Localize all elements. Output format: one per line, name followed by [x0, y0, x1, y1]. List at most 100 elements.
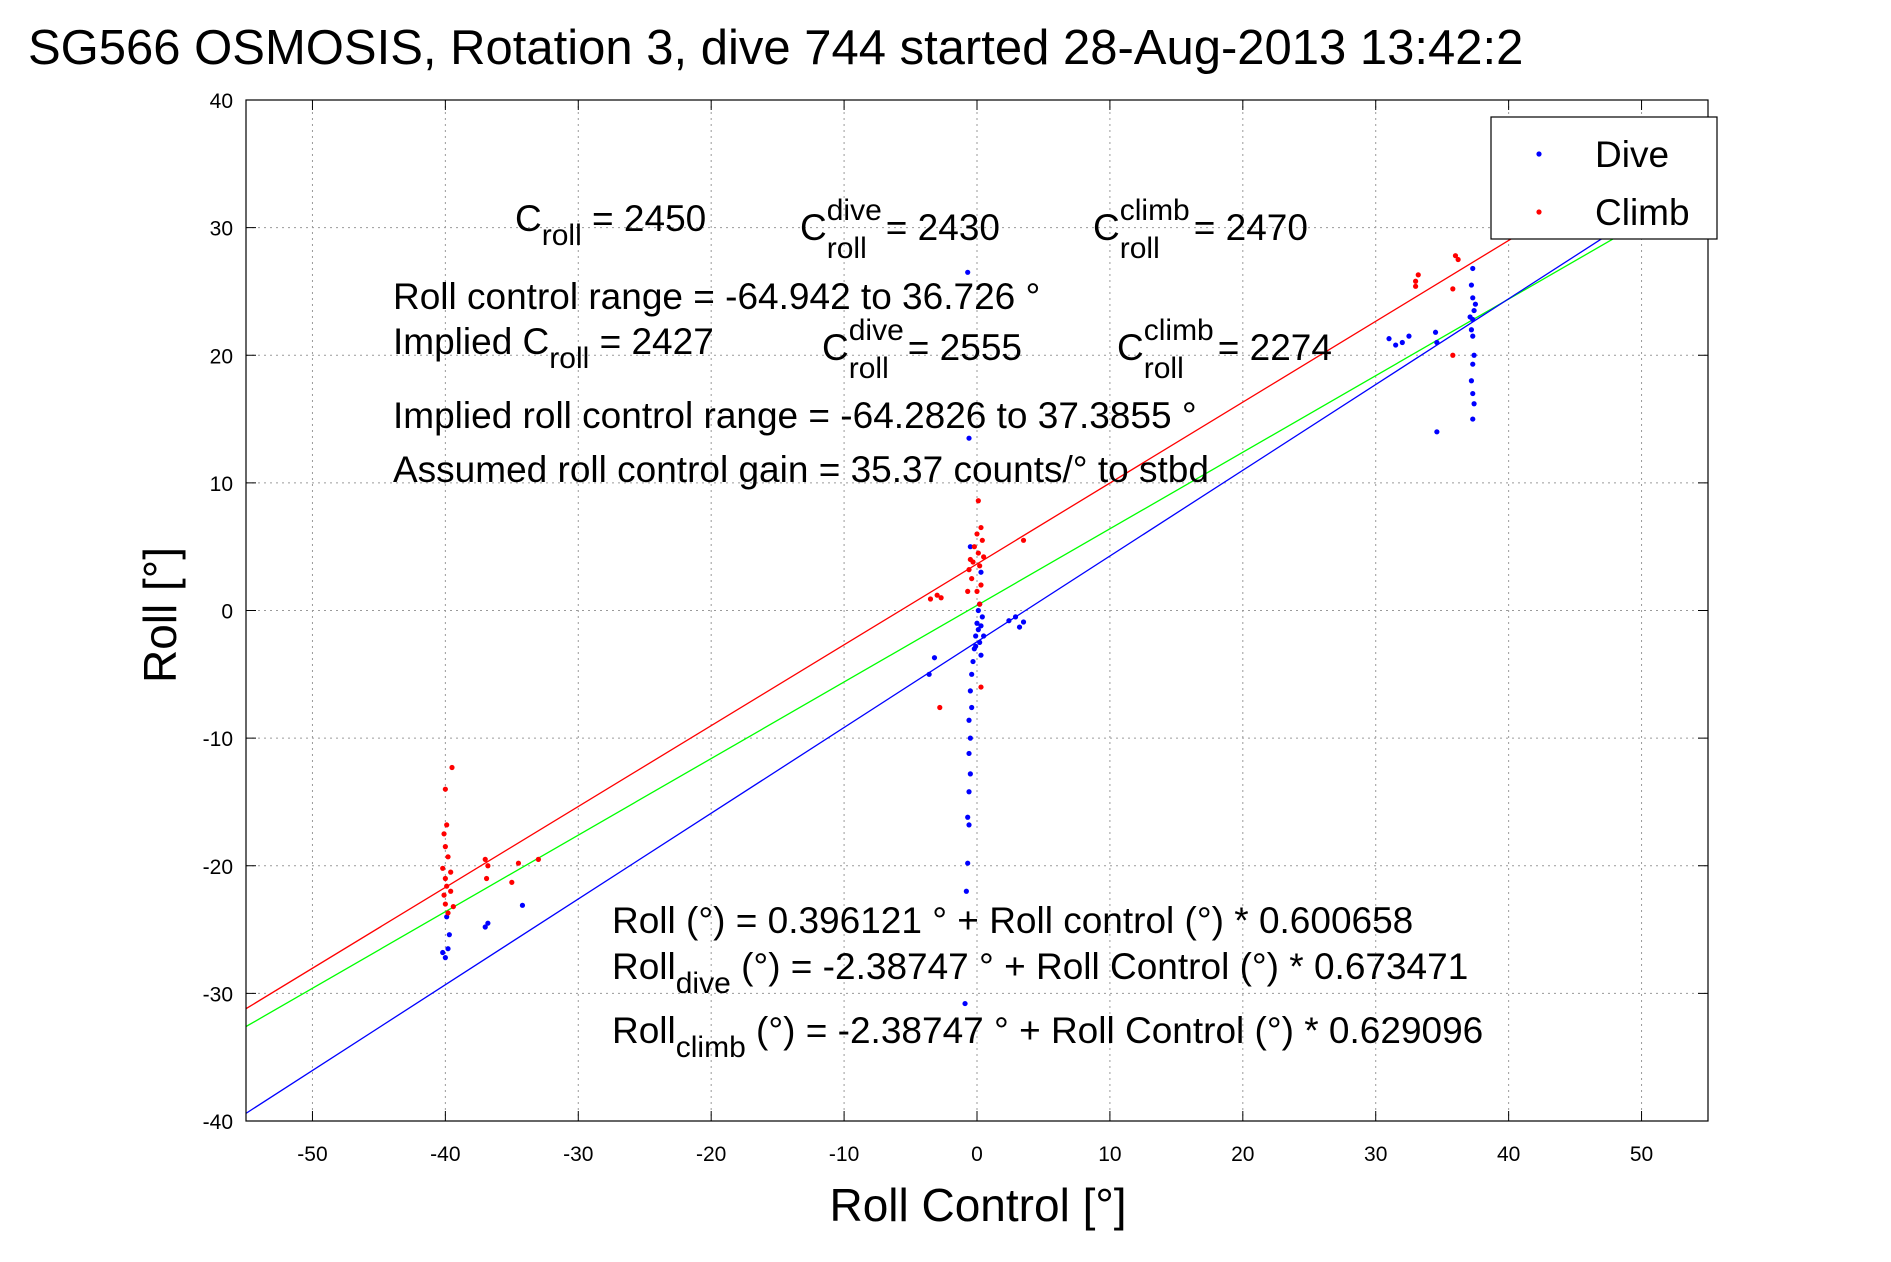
fit-line-2: [246, 169, 1708, 1114]
climb-point: [974, 588, 980, 594]
climb-point: [444, 883, 450, 889]
y-tick-label: 40: [210, 90, 233, 113]
climb-point: [979, 537, 985, 543]
x-tick-label: 0: [971, 1143, 983, 1166]
climb-point: [927, 596, 934, 602]
climb-point: [938, 595, 944, 601]
fit-equation-overall: Roll (°) = 0.396121 ° + Roll control (°)…: [612, 900, 1414, 941]
dive-point: [1020, 619, 1027, 625]
climb-point: [442, 901, 448, 907]
dive-point: [1471, 307, 1477, 314]
x-tick-label: -30: [563, 1143, 593, 1166]
climb-point: [1415, 272, 1421, 278]
dive-point: [981, 633, 987, 639]
dive-point: [975, 607, 981, 614]
x-tick-label: 30: [1364, 1143, 1387, 1166]
climb-point: [482, 856, 488, 862]
dive-point: [969, 704, 975, 711]
implied-range-annotation: Implied roll control range = -64.2826 to…: [393, 395, 1197, 436]
climb-point: [981, 554, 987, 560]
climb-point: [485, 863, 491, 869]
fit-equation-climb: Rollclimb (°) = -2.38747 ° + Roll Contro…: [612, 1010, 1484, 1064]
dive-point: [1470, 416, 1476, 422]
x-tick-label: -10: [829, 1143, 859, 1166]
fit-lines: [246, 118, 1708, 1114]
dive-point: [1386, 336, 1392, 342]
x-tick-label: 40: [1497, 1143, 1520, 1166]
dive-point: [440, 949, 446, 956]
dive-point: [1470, 265, 1476, 272]
gain-annotation: Assumed roll control gain = 35.37 counts…: [393, 449, 1209, 490]
dive-point: [966, 717, 972, 723]
dive-point: [978, 623, 984, 629]
climb-point: [444, 822, 450, 828]
x-tick-label: -40: [430, 1143, 460, 1166]
dive-point: [482, 924, 488, 930]
climb-point: [966, 567, 972, 573]
climb-point: [937, 704, 943, 711]
climb-point: [969, 575, 975, 582]
dive-point: [1012, 614, 1019, 620]
dive-point: [969, 671, 975, 677]
dive-point: [977, 639, 983, 646]
dive-point: [970, 658, 976, 665]
x-tick-label: 20: [1231, 1143, 1254, 1166]
data-points: [440, 253, 1479, 1007]
fit-equation-dive: Rolldive (°) = -2.38747 ° + Roll Control…: [612, 946, 1469, 1000]
axes-frame: [245, 99, 1709, 1122]
climb-point: [483, 875, 490, 882]
y-axis-label: Roll [°]: [134, 547, 186, 683]
dive-point: [1434, 429, 1440, 435]
climb-point: [509, 879, 515, 885]
climb-point: [971, 544, 977, 550]
climb-point: [448, 888, 454, 894]
dive-point: [1470, 390, 1476, 397]
legend: Dive Climb: [1490, 116, 1718, 240]
climb-point: [442, 875, 448, 882]
climb-point: [535, 856, 542, 862]
dive-point: [965, 860, 971, 866]
climb-point: [515, 860, 522, 866]
dive-point: [1468, 378, 1475, 384]
climb-point: [450, 903, 456, 910]
y-tick-label: -10: [203, 728, 233, 751]
dive-point: [1472, 301, 1479, 307]
dive-point: [1470, 333, 1476, 339]
climb-point: [978, 684, 984, 690]
dive-point: [1470, 295, 1476, 301]
dive-point: [445, 946, 451, 952]
dive-point: [1006, 618, 1012, 624]
y-tick-label: -20: [203, 856, 233, 879]
dive-point: [975, 627, 981, 633]
y-tick-label: 0: [221, 601, 233, 624]
x-tick-label: 10: [1098, 1143, 1121, 1166]
dive-point: [1468, 327, 1475, 333]
dive-point: [965, 814, 971, 820]
climb-point: [442, 844, 448, 850]
dive-point: [966, 750, 972, 757]
x-tick-label: -20: [696, 1143, 726, 1166]
climb-point: [1450, 286, 1456, 292]
climb-point: [965, 588, 971, 594]
climb-point: [975, 498, 981, 504]
legend-marker-climb: [1536, 209, 1542, 215]
chart-title: SG566 OSMOSIS, Rotation 3, dive 744 star…: [28, 21, 1524, 75]
x-tick-label: -50: [297, 1143, 327, 1166]
climb-point: [978, 582, 984, 588]
y-tick-label: 30: [210, 218, 233, 241]
climb-point: [977, 601, 983, 607]
y-tick-label: -30: [203, 983, 233, 1006]
climb-point: [1450, 352, 1456, 358]
climb-point: [449, 764, 455, 771]
dive-point: [1470, 361, 1476, 367]
dive-point: [978, 652, 984, 658]
climb-point: [445, 910, 451, 916]
dive-point: [446, 932, 452, 938]
dive-point: [967, 688, 973, 694]
dive-point: [974, 620, 980, 626]
dive-point: [519, 902, 526, 908]
climb-point: [977, 563, 983, 569]
